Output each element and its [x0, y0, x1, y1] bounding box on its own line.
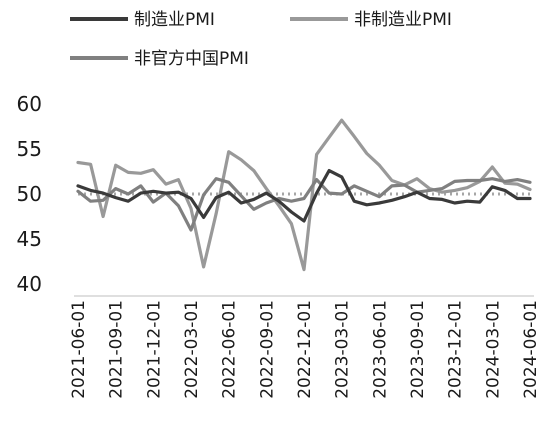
y-axis: 40 45 50 55 60	[17, 92, 42, 296]
x-tick-label: 2022-09-01	[257, 300, 277, 399]
y-tick-label: 60	[17, 92, 42, 116]
x-tick-label: 2023-12-01	[446, 300, 466, 399]
x-tick-label: 2024-06-01	[521, 300, 541, 399]
legend: 制造业PMI 非制造业PMI 非官方中国PMI	[70, 10, 452, 69]
x-axis: 2021-06-01 2021-09-01 2021-12-01 2022-03-01…	[69, 295, 541, 399]
y-tick-label: 55	[17, 137, 42, 161]
x-tick-label: 2021-12-01	[144, 300, 164, 399]
series-group	[76, 118, 532, 272]
x-tick-label: 2023-09-01	[408, 300, 428, 399]
x-tick-label: 2021-09-01	[107, 300, 127, 399]
legend-label-3: 非官方中国PMI	[134, 49, 249, 69]
x-tick-label: 2024-03-01	[483, 300, 503, 399]
legend-label-2: 非制造业PMI	[354, 10, 452, 30]
x-tick-label: 2021-06-01	[69, 300, 89, 399]
x-tick-label: 2022-06-01	[220, 300, 240, 399]
x-tick-label: 2022-03-01	[182, 300, 202, 399]
y-tick-label: 50	[17, 182, 42, 206]
series-line-1	[76, 169, 532, 223]
x-tick-label: 2023-06-01	[370, 300, 390, 399]
x-tick-label: 2022-12-01	[295, 300, 315, 399]
series-line-3	[76, 177, 532, 232]
y-tick-label: 45	[17, 227, 42, 251]
x-tick-label: 2023-03-01	[333, 300, 353, 399]
legend-label-1: 制造业PMI	[134, 10, 215, 30]
y-tick-label: 40	[17, 272, 42, 296]
series-line-2	[76, 118, 532, 272]
